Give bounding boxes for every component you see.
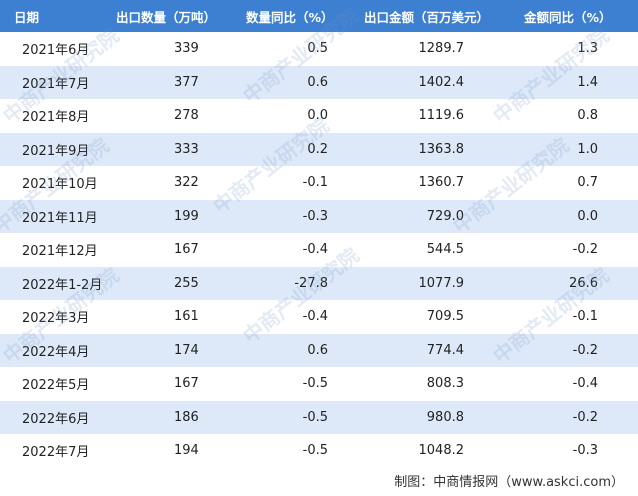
cell-volume-yoy: -0.4 <box>302 242 328 258</box>
cell-value-yoy: 1.4 <box>577 74 598 90</box>
cell-export-volume: 161 <box>174 309 199 325</box>
header-volume-yoy: 数量同比（%） <box>246 9 334 25</box>
cell-value-yoy: -0.1 <box>572 309 598 325</box>
cell-value-yoy: -0.3 <box>572 443 598 459</box>
cell-export-value: 1363.8 <box>418 141 465 157</box>
cell-value-yoy: 1.3 <box>577 41 598 57</box>
cell-export-volume: 194 <box>174 443 199 459</box>
table-row: 2021年11月 199 -0.3 729.0 0.0 <box>0 199 638 233</box>
cell-export-value: 774.4 <box>426 342 464 358</box>
header-export-volume: 出口数量（万吨） <box>116 9 217 25</box>
cell-export-volume: 186 <box>174 409 199 425</box>
cell-volume-yoy: 0.0 <box>307 108 328 124</box>
cell-value-yoy: 0.7 <box>577 175 598 191</box>
cell-export-value: 1402.4 <box>418 74 465 90</box>
source-credit: 制图：中商情报网（www.askci.com） <box>394 475 624 490</box>
cell-export-value: 1360.7 <box>418 175 465 191</box>
data-table: 日期 出口数量（万吨） 数量同比（%） 出口金额（百万美元） 金额同比（%） 2… <box>0 0 638 468</box>
cell-date: 2022年7月 <box>22 445 90 461</box>
table-row: 2022年7月 194 -0.5 1048.2 -0.3 <box>0 434 638 468</box>
cell-value-yoy: 26.6 <box>569 275 598 291</box>
cell-date: 2021年7月 <box>22 76 90 92</box>
cell-date: 2022年5月 <box>22 378 90 394</box>
cell-value-yoy: -0.4 <box>572 376 598 392</box>
cell-date: 2022年6月 <box>22 411 90 427</box>
cell-export-volume: 333 <box>174 141 199 157</box>
cell-value-yoy: 0.8 <box>577 108 598 124</box>
cell-volume-yoy: -0.5 <box>302 409 328 425</box>
table-header: 日期 出口数量（万吨） 数量同比（%） 出口金额（百万美元） 金额同比（%） <box>0 0 638 32</box>
table-row: 2021年6月 339 0.5 1289.7 1.3 <box>0 32 638 66</box>
cell-export-volume: 278 <box>174 108 199 124</box>
cell-date: 2022年4月 <box>22 344 90 360</box>
header-export-value: 出口金额（百万美元） <box>364 9 490 25</box>
cell-date: 2021年6月 <box>22 43 90 59</box>
cell-export-value: 1289.7 <box>418 41 465 57</box>
cell-export-volume: 322 <box>174 175 199 191</box>
table-row: 2022年5月 167 -0.5 808.3 -0.4 <box>0 367 638 401</box>
cell-export-value: 1077.9 <box>418 275 465 291</box>
table-row: 2022年3月 161 -0.4 709.5 -0.1 <box>0 300 638 334</box>
cell-export-value: 808.3 <box>426 376 464 392</box>
cell-export-value: 729.0 <box>426 208 464 224</box>
cell-export-volume: 339 <box>174 41 199 57</box>
cell-export-value: 980.8 <box>426 409 464 425</box>
cell-volume-yoy: -0.4 <box>302 309 328 325</box>
cell-date: 2021年8月 <box>22 110 90 126</box>
table-row: 2021年8月 278 0.0 1119.6 0.8 <box>0 99 638 133</box>
table-row: 2022年4月 174 0.6 774.4 -0.2 <box>0 333 638 367</box>
cell-export-volume: 377 <box>174 74 199 90</box>
cell-date: 2021年11月 <box>22 210 98 226</box>
cell-export-volume: 255 <box>174 275 199 291</box>
table-row: 2021年10月 322 -0.1 1360.7 0.7 <box>0 166 638 200</box>
header-date: 日期 <box>14 9 40 25</box>
cell-volume-yoy: -27.8 <box>294 275 328 291</box>
cell-date: 2021年9月 <box>22 143 90 159</box>
cell-volume-yoy: -0.3 <box>302 208 328 224</box>
cell-value-yoy: -0.2 <box>572 242 598 258</box>
cell-volume-yoy: 0.2 <box>307 141 328 157</box>
cell-date: 2021年12月 <box>22 244 98 260</box>
cell-export-value: 709.5 <box>426 309 464 325</box>
cell-value-yoy: 1.0 <box>577 141 598 157</box>
cell-value-yoy: 0.0 <box>577 208 598 224</box>
table-row: 2022年6月 186 -0.5 980.8 -0.2 <box>0 400 638 434</box>
cell-export-volume: 199 <box>174 208 199 224</box>
table-row: 2021年9月 333 0.2 1363.8 1.0 <box>0 132 638 166</box>
cell-volume-yoy: -0.5 <box>302 443 328 459</box>
cell-volume-yoy: 0.6 <box>307 342 328 358</box>
cell-volume-yoy: 0.6 <box>307 74 328 90</box>
cell-date: 2022年3月 <box>22 311 90 327</box>
cell-volume-yoy: -0.1 <box>302 175 328 191</box>
table-row: 2021年7月 377 0.6 1402.4 1.4 <box>0 65 638 99</box>
cell-export-value: 544.5 <box>426 242 464 258</box>
cell-export-value: 1119.6 <box>418 108 465 124</box>
header-value-yoy: 金额同比（%） <box>524 9 612 25</box>
table-row: 2022年1-2月 255 -27.8 1077.9 26.6 <box>0 266 638 300</box>
table-row: 2021年12月 167 -0.4 544.5 -0.2 <box>0 233 638 267</box>
cell-export-volume: 174 <box>174 342 199 358</box>
cell-volume-yoy: 0.5 <box>307 41 328 57</box>
cell-date: 2021年10月 <box>22 177 98 193</box>
cell-export-volume: 167 <box>174 242 199 258</box>
cell-value-yoy: -0.2 <box>572 342 598 358</box>
cell-volume-yoy: -0.5 <box>302 376 328 392</box>
cell-value-yoy: -0.2 <box>572 409 598 425</box>
cell-date: 2022年1-2月 <box>22 277 103 293</box>
cell-export-value: 1048.2 <box>418 443 465 459</box>
cell-export-volume: 167 <box>174 376 199 392</box>
